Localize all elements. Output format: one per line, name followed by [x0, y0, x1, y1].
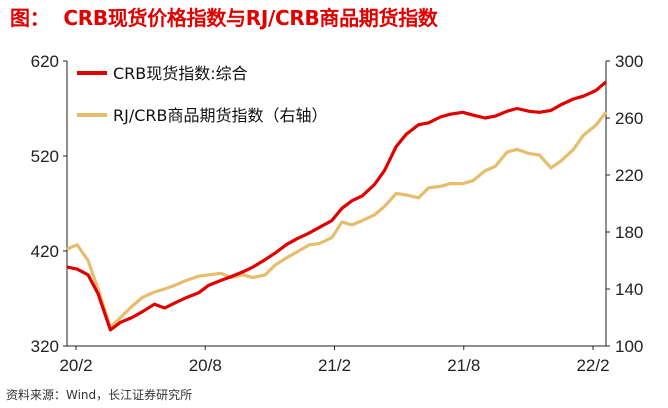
y-right-tick-label: 140: [615, 280, 643, 299]
legend-label-rj-crb: RJ/CRB商品期货指数（右轴）: [113, 106, 328, 125]
y-left-tick-label: 520: [31, 147, 59, 166]
y-left-tick-label: 620: [31, 52, 59, 71]
y-right-tick-label: 260: [615, 109, 643, 128]
legend-label-crb-spot: CRB现货指数:综合: [113, 64, 248, 83]
chart-title-text: CRB现货价格指数与RJ/CRB商品期货指数: [63, 6, 438, 30]
x-tick-label: 21/8: [447, 356, 480, 375]
x-tick-label: 20/2: [59, 356, 92, 375]
series-line-rj-crb: [66, 111, 608, 330]
x-tick-label: 20/8: [189, 356, 222, 375]
source-note: 资料来源：Wind，长江证券研究所: [6, 388, 193, 402]
series-line-crb-spot: [66, 80, 608, 332]
x-tick-label: 21/2: [318, 356, 351, 375]
y-left-tick-label: 320: [31, 337, 59, 356]
y-right-tick-label: 220: [615, 166, 643, 185]
y-right-tick-label: 100: [615, 337, 643, 356]
y-left-tick-label: 420: [31, 242, 59, 261]
chart-title: 图： CRB现货价格指数与RJ/CRB商品期货指数: [10, 2, 438, 31]
y-right-tick-label: 180: [615, 223, 643, 242]
x-tick-label: 22/2: [576, 356, 609, 375]
y-right-tick-label: 300: [615, 52, 643, 71]
chart-title-prefix: 图：: [10, 6, 50, 30]
